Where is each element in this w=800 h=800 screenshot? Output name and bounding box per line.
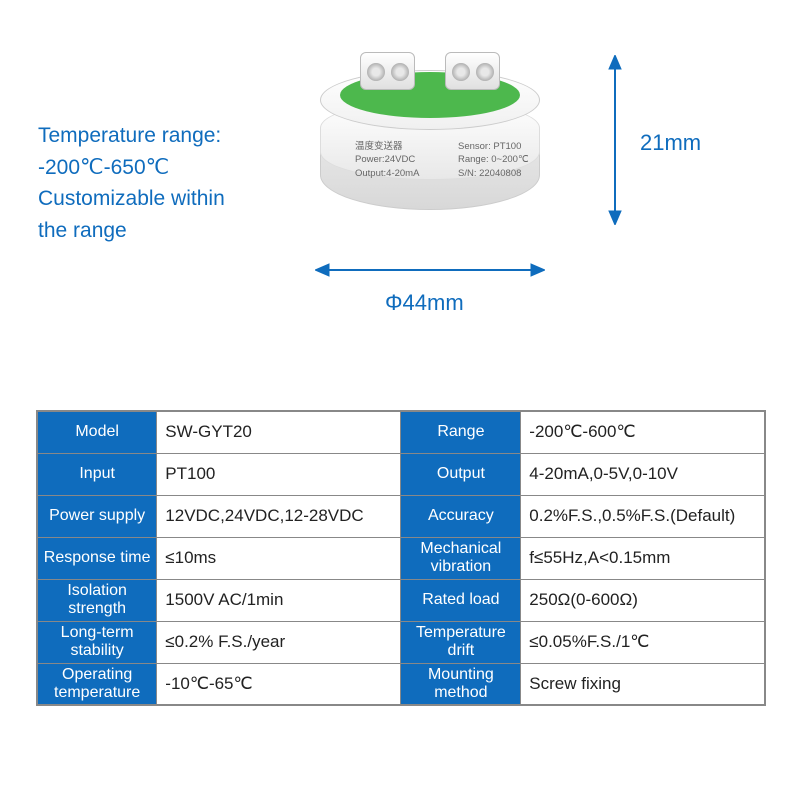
spec-header-left: Operating temperature: [37, 663, 157, 705]
table-row: Operating temperature-10℃-65℃Mounting me…: [37, 663, 765, 705]
spec-value-left: SW-GYT20: [157, 411, 401, 453]
spec-header-left: Power supply: [37, 495, 157, 537]
screw-icon: [476, 63, 494, 81]
spec-header-right: Range: [401, 411, 521, 453]
spec-header-right: Temperature drift: [401, 621, 521, 663]
specifications-table: ModelSW-GYT20Range-200℃-600℃InputPT100Ou…: [36, 410, 766, 706]
spec-value-left: -10℃-65℃: [157, 663, 401, 705]
device-illustration: 温度变送器 Power:24VDC Output:4-20mA Sensor: …: [290, 40, 570, 230]
screw-icon: [367, 63, 385, 81]
device-label-range: Range: 0~200℃: [458, 153, 529, 166]
spec-value-right: -200℃-600℃: [521, 411, 765, 453]
height-dimension-label: 21mm: [640, 130, 701, 156]
temp-range-line3: Customizable within: [38, 183, 225, 215]
screw-icon: [391, 63, 409, 81]
product-diagram-section: Temperature range: -200℃-650℃ Customizab…: [0, 0, 800, 380]
spec-value-right: ≤0.05%F.S./1℃: [521, 621, 765, 663]
diameter-dimension-label: Φ44mm: [385, 290, 464, 316]
spec-value-right: 4-20mA,0-5V,0-10V: [521, 453, 765, 495]
device-label-left: 温度变送器 Power:24VDC Output:4-20mA: [355, 140, 419, 180]
temp-range-line4: the range: [38, 215, 225, 247]
screw-icon: [452, 63, 470, 81]
table-row: InputPT100Output4-20mA,0-5V,0-10V: [37, 453, 765, 495]
table-row: Isolation strength1500V AC/1minRated loa…: [37, 579, 765, 621]
table-row: Response time≤10msMechanical vibrationf≤…: [37, 537, 765, 579]
table-row: ModelSW-GYT20Range-200℃-600℃: [37, 411, 765, 453]
device-label-sensor: Sensor: PT100: [458, 140, 529, 153]
spec-header-left: Long-term stability: [37, 621, 157, 663]
spec-header-right: Mounting method: [401, 663, 521, 705]
device-label-power: Power:24VDC: [355, 153, 419, 166]
spec-value-right: 250Ω(0-600Ω): [521, 579, 765, 621]
spec-value-left: 12VDC,24VDC,12-28VDC: [157, 495, 401, 537]
temperature-range-text: Temperature range: -200℃-650℃ Customizab…: [38, 120, 225, 246]
temp-range-line2: -200℃-650℃: [38, 152, 225, 184]
device-label-cn: 温度变送器: [355, 140, 419, 153]
height-dimension-arrow: [600, 55, 630, 225]
spec-header-right: Rated load: [401, 579, 521, 621]
device-label-right: Sensor: PT100 Range: 0~200℃ S/N: 2204080…: [458, 140, 529, 180]
table-row: Power supply12VDC,24VDC,12-28VDCAccuracy…: [37, 495, 765, 537]
table-row: Long-term stability≤0.2% F.S./yearTemper…: [37, 621, 765, 663]
spec-value-left: ≤10ms: [157, 537, 401, 579]
spec-header-left: Response time: [37, 537, 157, 579]
device-label-sn: S/N: 22040808: [458, 167, 529, 180]
spec-header-left: Model: [37, 411, 157, 453]
spec-header-left: Input: [37, 453, 157, 495]
spec-header-right: Mechanical vibration: [401, 537, 521, 579]
spec-value-right: 0.2%F.S.,0.5%F.S.(Default): [521, 495, 765, 537]
spec-value-right: Screw fixing: [521, 663, 765, 705]
temp-range-line1: Temperature range:: [38, 120, 225, 152]
spec-value-left: PT100: [157, 453, 401, 495]
terminal-block-right: [445, 52, 500, 90]
terminal-block-left: [360, 52, 415, 90]
spec-header-right: Output: [401, 453, 521, 495]
spec-value-right: f≤55Hz,A<0.15mm: [521, 537, 765, 579]
device-label-output: Output:4-20mA: [355, 167, 419, 180]
spec-value-left: ≤0.2% F.S./year: [157, 621, 401, 663]
spec-value-left: 1500V AC/1min: [157, 579, 401, 621]
spec-header-right: Accuracy: [401, 495, 521, 537]
spec-header-left: Isolation strength: [37, 579, 157, 621]
diameter-dimension-arrow: [315, 255, 545, 285]
